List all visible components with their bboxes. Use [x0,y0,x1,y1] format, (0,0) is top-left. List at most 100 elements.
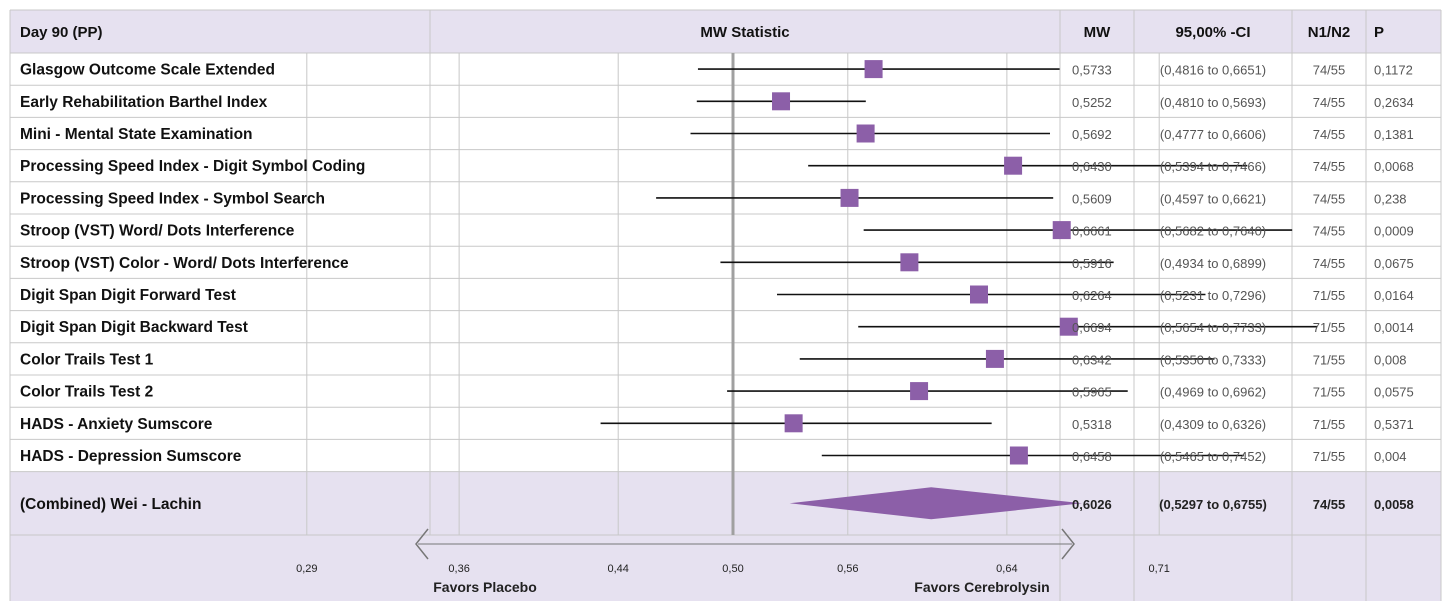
combined-label: (Combined) Wei - Lachin [20,496,201,513]
row-ci: (0,4597 to 0,6621) [1160,191,1266,206]
row-mw: 0,6458 [1072,449,1112,464]
header-p: P [1374,24,1384,41]
row-label: Processing Speed Index - Symbol Search [20,190,325,207]
header-mw: MW [1084,24,1111,41]
combined-band [10,471,1441,601]
estimate-marker [1004,156,1023,175]
estimate-marker [1009,446,1028,465]
row-p: 0,004 [1374,449,1407,464]
row-p: 0,008 [1374,352,1407,367]
row-label: Stroop (VST) Word/ Dots Interference [20,223,295,240]
row-label: Glasgow Outcome Scale Extended [20,62,275,79]
row-p: 0,0068 [1374,159,1414,174]
header-title: Day 90 (PP) [20,24,103,41]
row-p: 0,0009 [1374,224,1414,239]
row-label: Stroop (VST) Color - Word/ Dots Interfer… [20,255,349,272]
row-n1n2: 71/55 [1313,320,1346,335]
row-label: Mini - Mental State Examination [20,126,253,143]
estimate-marker [1052,221,1071,240]
tick-label: 0,50 [722,563,743,575]
estimate-marker [784,414,803,433]
row-ci: (0,4810 to 0,5693) [1160,95,1266,110]
estimate-marker [772,92,791,111]
row-n1n2: 74/55 [1313,159,1346,174]
row-p: 0,2634 [1374,95,1414,110]
estimate-marker [969,285,988,304]
estimate-marker [985,349,1004,368]
combined-ci: (0,5297 to 0,6755) [1159,497,1267,512]
row-label: HADS - Anxiety Sumscore [20,416,213,433]
estimate-marker [1059,317,1078,336]
row-ci: (0,5350 to 0,7333) [1160,352,1266,367]
row-p: 0,0014 [1374,320,1414,335]
row-label: HADS - Depression Sumscore [20,448,242,465]
axis-arrow-left [415,528,429,560]
row-label: Digit Span Digit Forward Test [20,287,236,304]
row-p: 0,0575 [1374,385,1414,400]
tick-label: 0,64 [996,563,1017,575]
row-p: 0,0675 [1374,256,1414,271]
estimate-marker [856,124,875,143]
combined-n1n2: 74/55 [1313,497,1346,512]
header-n1n2: N1/N2 [1308,24,1351,41]
header-band [10,10,1441,53]
row-mw: 0,5916 [1072,256,1112,271]
row-n1n2: 71/55 [1313,417,1346,432]
row-label: Color Trails Test 2 [20,384,153,401]
grid-lines [9,9,1442,601]
row-label: Digit Span Digit Backward Test [20,319,248,336]
table-background [10,10,1441,601]
tick-label: 0,71 [1148,563,1169,575]
tick-label: 0,36 [448,563,469,575]
row-ci: (0,4777 to 0,6606) [1160,127,1266,142]
axis-arrow-right [1061,528,1075,560]
row-p: 0,1381 [1374,127,1414,142]
row-n1n2: 74/55 [1313,191,1346,206]
row-mw: 0,6661 [1072,224,1112,239]
combined-p: 0,0058 [1374,497,1414,512]
row-ci: (0,4934 to 0,6899) [1160,256,1266,271]
row-ci: (0,4309 to 0,6326) [1160,417,1266,432]
row-ci: (0,5231 to 0,7296) [1160,288,1266,303]
row-mw: 0,5965 [1072,385,1112,400]
tick-label: 0,56 [837,563,858,575]
row-mw: 0,6694 [1072,320,1112,335]
estimate-marker [864,60,883,79]
row-mw: 0,6264 [1072,288,1112,303]
row-n1n2: 74/55 [1313,127,1346,142]
row-ci: (0,5682 to 0,7640) [1160,224,1266,239]
row-n1n2: 74/55 [1313,95,1346,110]
row-mw: 0,5609 [1072,191,1112,206]
combined-diamond [789,487,1082,520]
tick-label: 0,44 [607,563,628,575]
row-n1n2: 71/55 [1313,385,1346,400]
row-p: 0,238 [1374,191,1407,206]
header-plot-title: MW Statistic [700,24,789,41]
row-p: 0,0164 [1374,288,1414,303]
row-label: Processing Speed Index - Digit Symbol Co… [20,158,365,175]
row-n1n2: 74/55 [1313,256,1346,271]
row-n1n2: 74/55 [1313,224,1346,239]
tick-label: 0,29 [296,563,317,575]
row-mw: 0,6430 [1072,159,1112,174]
row-mw: 0,6342 [1072,352,1112,367]
row-mw: 0,5733 [1072,63,1112,78]
estimate-marker [910,382,929,401]
plot-marks [415,53,1318,560]
row-ci: (0,4969 to 0,6962) [1160,385,1266,400]
table-text: Day 90 (PP) MW Statistic MW 95,00% -CI N… [20,24,1414,595]
favors-right-label: Favors Cerebrolysin [914,579,1049,595]
favors-left-label: Favors Placebo [433,579,537,595]
estimate-marker [900,253,919,272]
row-p: 0,1172 [1374,63,1413,78]
row-ci: (0,4816 to 0,6651) [1160,63,1266,78]
row-ci: (0,5394 to 0,7466) [1160,159,1266,174]
row-mw: 0,5692 [1072,127,1112,142]
row-n1n2: 71/55 [1313,449,1346,464]
header-ci: 95,00% -CI [1175,24,1250,41]
row-n1n2: 71/55 [1313,288,1346,303]
row-n1n2: 74/55 [1313,63,1346,78]
row-ci: (0,5654 to 0,7733) [1160,320,1266,335]
row-label: Color Trails Test 1 [20,351,154,368]
